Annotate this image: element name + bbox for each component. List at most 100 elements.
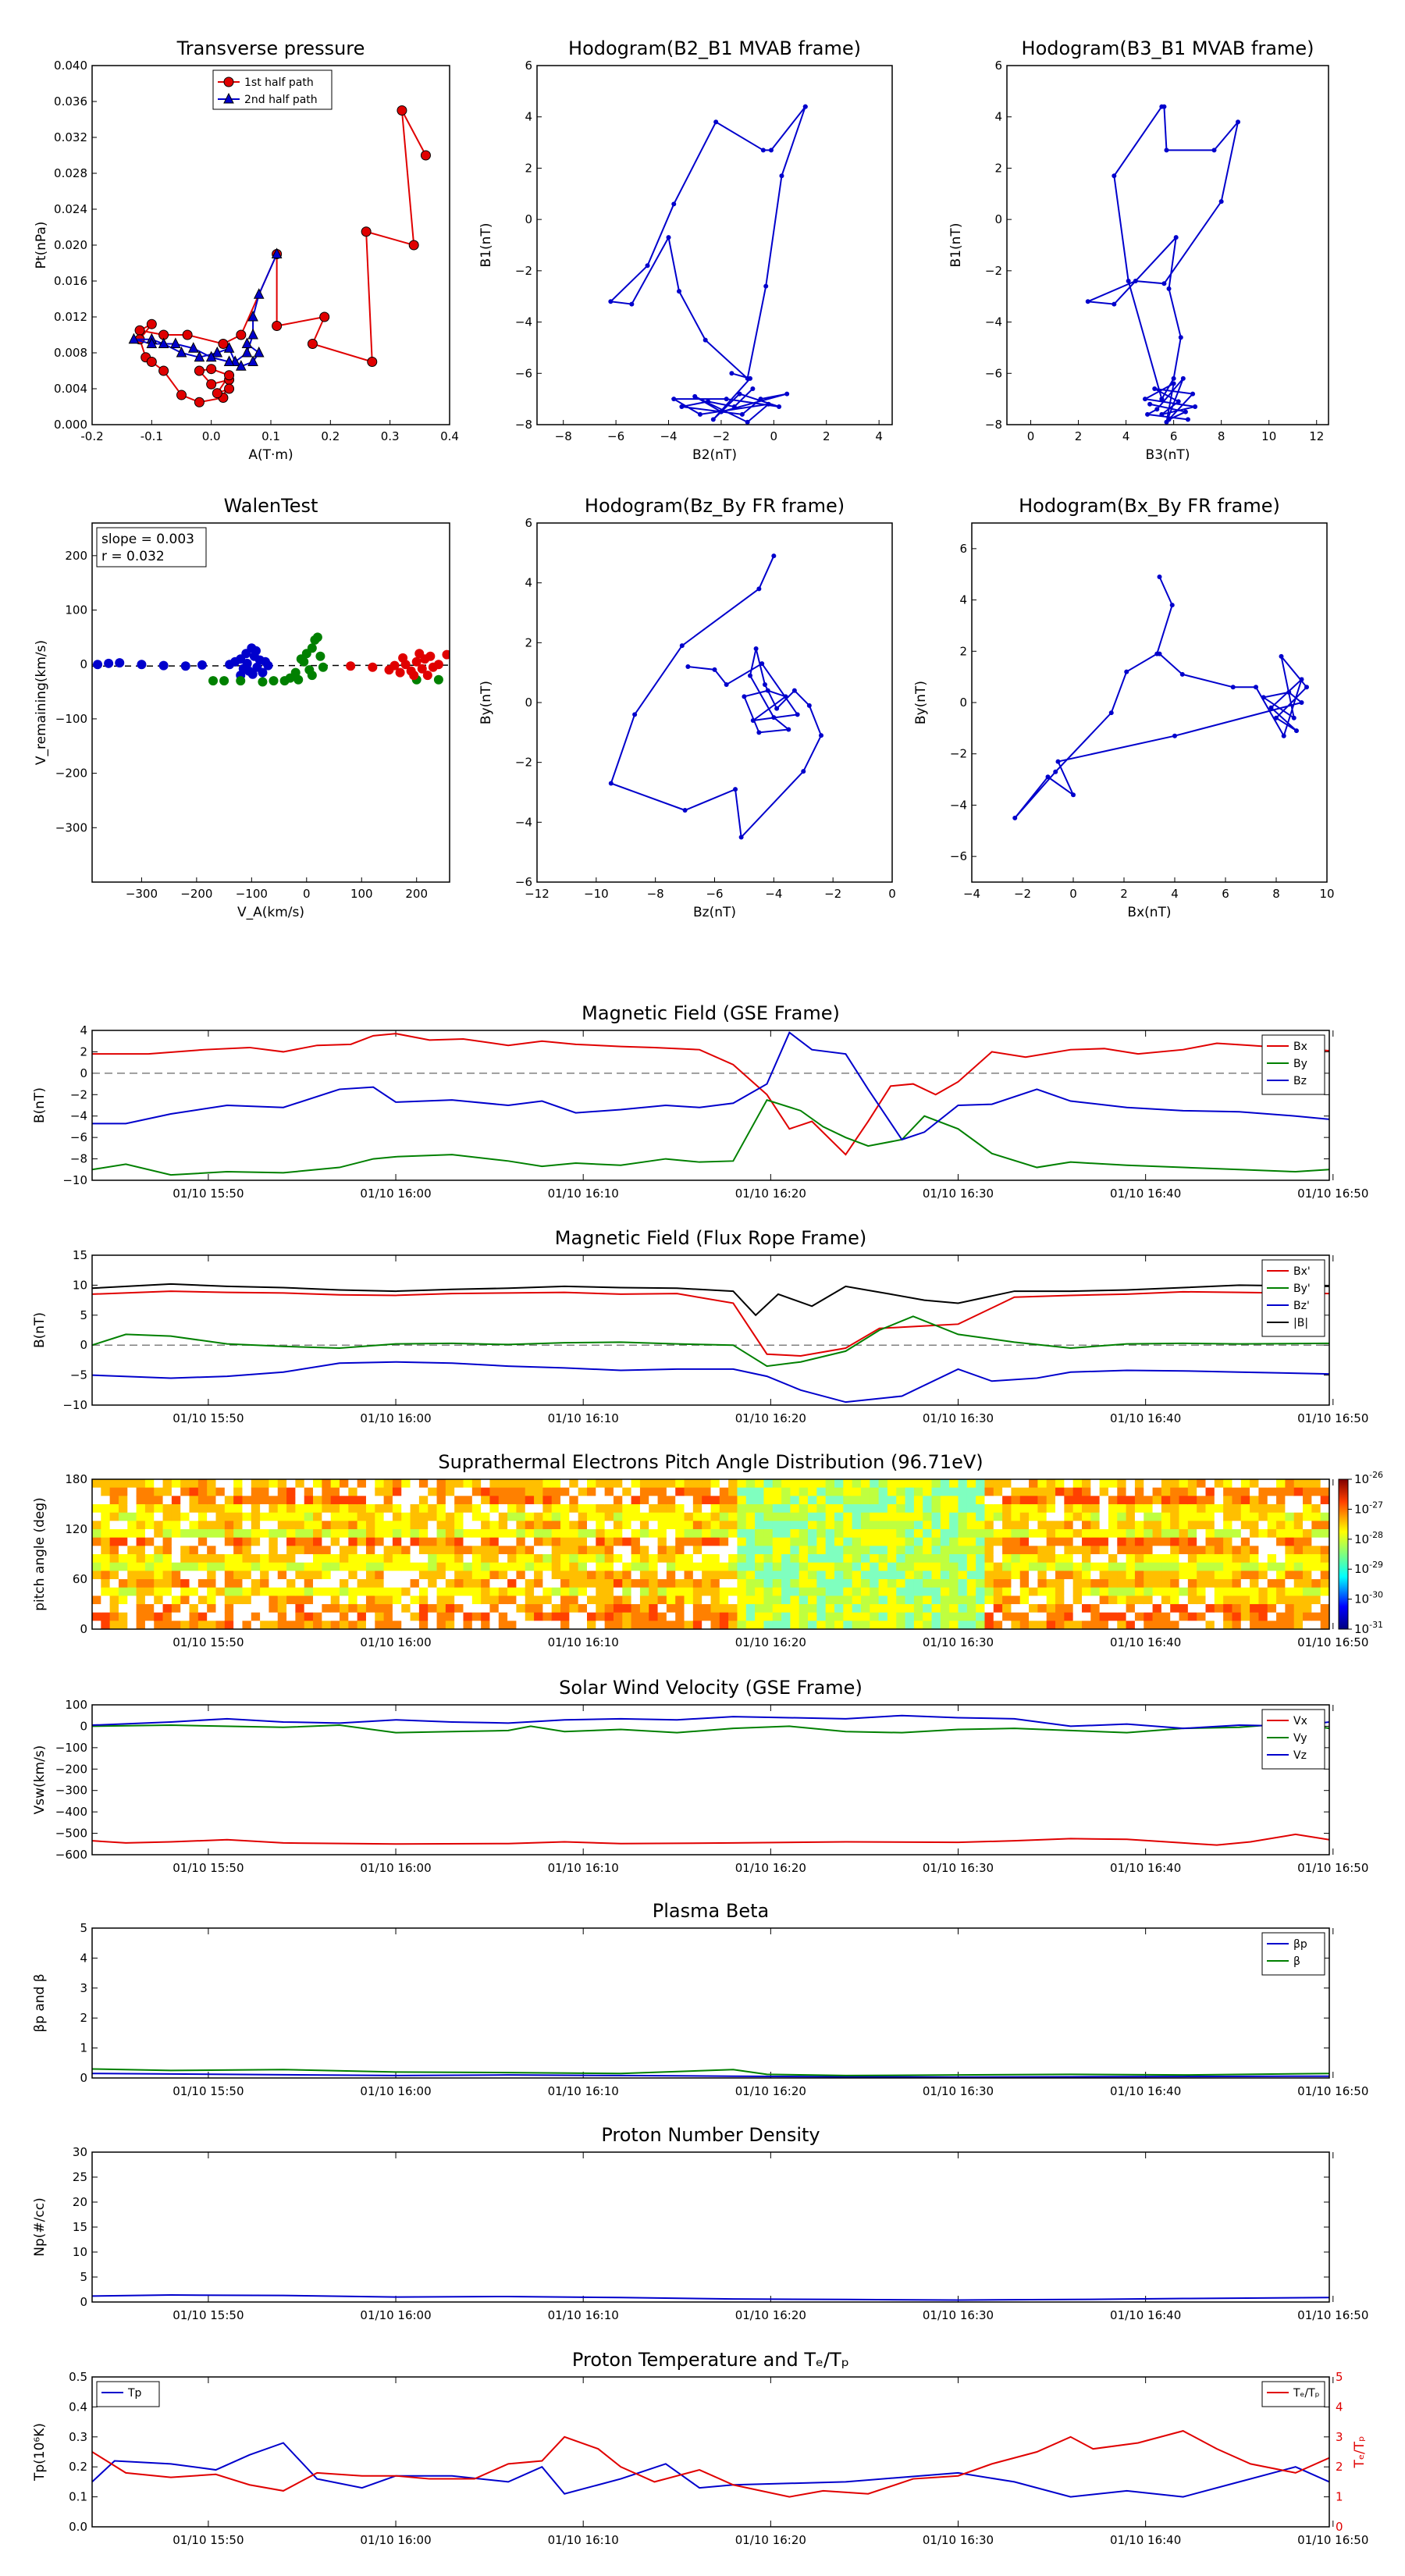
heatmap-cell [808, 1529, 817, 1539]
heatmap-cell [639, 1604, 649, 1614]
heatmap-cell [1170, 1554, 1180, 1564]
heatmap-cell [180, 1496, 190, 1505]
heatmap-cell [1311, 1554, 1321, 1564]
panel-pad: Suprathermal Electrons Pitch Angle Distr… [32, 1451, 1383, 1649]
heatmap-cell [1197, 1596, 1207, 1605]
heatmap-cell [1187, 1579, 1197, 1589]
heatmap-cell [418, 1596, 429, 1605]
heatmap-cell [834, 1604, 844, 1614]
heatmap-cell [931, 1529, 941, 1539]
heatmap-cell [1232, 1479, 1242, 1489]
heatmap-cell [905, 1621, 915, 1629]
legend-label: Tₑ/Tₚ [1293, 2387, 1320, 2400]
heatmap-cell [613, 1554, 623, 1564]
heatmap-cell [870, 1529, 880, 1539]
heatmap-cell [180, 1587, 190, 1596]
heatmap-cell [719, 1604, 729, 1614]
y-tick-label: −2 [985, 264, 1002, 278]
heatmap-cell [1126, 1554, 1136, 1564]
heatmap-cell [649, 1604, 659, 1614]
data-point [645, 263, 650, 269]
heatmap-cell [702, 1496, 712, 1505]
heatmap-cell [1108, 1512, 1118, 1521]
heatmap-cell [330, 1562, 340, 1571]
heatmap-cell [154, 1596, 164, 1605]
heatmap-cell [913, 1596, 923, 1605]
heatmap-cell [852, 1621, 862, 1629]
heatmap-cell [295, 1604, 305, 1614]
heatmap-cell [719, 1496, 729, 1505]
data-point [1274, 715, 1279, 720]
legend-label: Bz' [1293, 1300, 1310, 1312]
heatmap-cell [171, 1504, 181, 1514]
heatmap-cell [118, 1504, 128, 1514]
heatmap-cell [1055, 1604, 1065, 1614]
heatmap-cell [516, 1512, 526, 1521]
heatmap-cell [852, 1496, 862, 1505]
heatmap-cell [207, 1596, 217, 1605]
heatmap-cell [852, 1487, 862, 1496]
heatmap-cell [755, 1521, 765, 1530]
heatmap-cell [1064, 1546, 1074, 1555]
heatmap-cell [171, 1496, 181, 1505]
data-point [1211, 148, 1217, 153]
heatmap-cell [207, 1554, 217, 1564]
heatmap-cell [260, 1562, 270, 1571]
heatmap-cell [340, 1554, 349, 1564]
heatmap-cell [1293, 1537, 1304, 1546]
heatmap-cell [1197, 1479, 1207, 1489]
heatmap-cell [1144, 1512, 1154, 1521]
heatmap-cell [1276, 1612, 1286, 1621]
y-tick-label: −200 [55, 767, 87, 781]
heatmap-cell [949, 1562, 959, 1571]
heatmap-cell [684, 1587, 694, 1596]
heatmap-cell [1232, 1596, 1242, 1605]
heatmap-cell [896, 1479, 906, 1489]
heatmap-cell [304, 1529, 314, 1539]
heatmap-cell [816, 1537, 827, 1546]
heatmap-cell [428, 1537, 438, 1546]
heatmap-cell [1170, 1537, 1180, 1546]
time-tick-label: 01/10 16:50 [1297, 2084, 1368, 2098]
time-tick-label: 01/10 16:30 [923, 1411, 994, 1425]
heatmap-cell [1223, 1596, 1233, 1605]
heatmap-cell [1187, 1529, 1197, 1539]
heatmap-cell [1072, 1546, 1083, 1555]
heatmap-cell [649, 1546, 659, 1555]
heatmap-cell [1179, 1529, 1189, 1539]
data-point [753, 646, 759, 651]
heatmap-cell [966, 1546, 976, 1555]
heatmap-cell [215, 1579, 226, 1589]
heatmap-cell [1267, 1546, 1277, 1555]
heatmap-cell [976, 1537, 986, 1546]
heatmap-cell [1285, 1554, 1295, 1564]
heatmap-cell [224, 1512, 234, 1521]
heatmap-cell [180, 1521, 190, 1530]
heatmap-cell [1152, 1562, 1162, 1571]
heatmap-cell [1223, 1546, 1233, 1555]
y-tick-label: 5 [80, 1921, 87, 1935]
heatmap-cell [1179, 1537, 1189, 1546]
heatmap-cell [896, 1546, 906, 1555]
heatmap-cell [1240, 1487, 1250, 1496]
heatmap-cell [1117, 1496, 1127, 1505]
heatmap-cell [949, 1612, 959, 1621]
heatmap-cell [825, 1529, 835, 1539]
heatmap-cell [639, 1612, 649, 1621]
heatmap-cell [657, 1512, 667, 1521]
data-point [104, 658, 114, 668]
y-tick-label: −4 [515, 315, 532, 329]
heatmap-cell [401, 1579, 411, 1589]
heatmap-cell [966, 1587, 976, 1596]
heatmap-cell [507, 1496, 518, 1505]
data-point [271, 247, 283, 258]
heatmap-cell [1082, 1612, 1091, 1621]
heatmap-cell [481, 1562, 491, 1571]
heatmap-cell [436, 1537, 446, 1546]
heatmap-cell [808, 1604, 817, 1614]
heatmap-cell [1055, 1554, 1065, 1564]
heatmap-cell [1232, 1571, 1242, 1580]
data-layer [608, 553, 823, 840]
y-tick-label: −10 [62, 1173, 87, 1187]
heatmap-cell [1019, 1521, 1030, 1530]
